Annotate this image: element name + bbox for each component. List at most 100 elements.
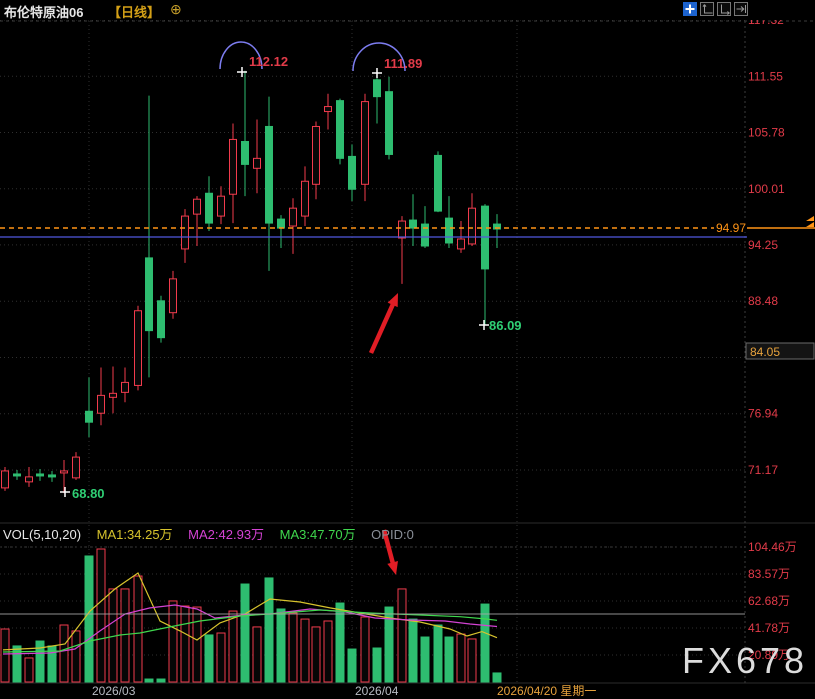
volume-bar[interactable] [192,606,202,683]
candle-body[interactable] [217,195,225,217]
volume-bar[interactable] [444,636,454,683]
drawn-arrow-annotation[interactable] [381,529,396,567]
volume-ma2-line [2,604,498,655]
volume-bar[interactable] [323,620,333,683]
volume-bar[interactable] [24,657,34,683]
volume-bar[interactable] [360,616,370,683]
candle-body[interactable] [253,157,261,169]
volume-bar[interactable] [397,588,407,683]
volume-bar[interactable] [456,633,466,683]
vol-ma3-label: MA3:47.70万 [279,527,356,542]
volume-bar[interactable] [71,630,81,683]
candle-body[interactable] [109,392,117,398]
candle-body[interactable] [134,310,142,386]
candle-body[interactable] [265,125,273,224]
volume-bar[interactable] [252,626,262,683]
candle-body[interactable] [145,257,153,332]
volume-bar[interactable] [204,634,214,683]
volume-bar[interactable] [84,555,94,683]
candle-body[interactable] [241,140,249,165]
volume-bar[interactable] [12,645,22,683]
candle-body[interactable] [229,138,237,195]
candle-body[interactable] [409,219,417,229]
candle-body[interactable] [468,207,476,245]
add-marker-icon[interactable]: ⊕ [170,1,182,17]
volume-bar[interactable] [120,588,130,683]
candle-body[interactable] [193,198,201,215]
y-axis-scale-icon[interactable] [700,2,714,16]
volume-bar[interactable] [156,678,166,683]
volume-bar[interactable] [0,628,10,683]
candle-body[interactable] [301,180,309,217]
candle-body[interactable] [169,278,177,314]
volume-bar[interactable] [228,610,238,683]
volume-bar[interactable] [420,636,430,683]
candle-body[interactable] [1,470,9,489]
candle-body[interactable] [97,394,105,414]
candle-body[interactable] [25,476,33,483]
candle-body[interactable] [457,238,465,250]
volume-bar[interactable] [372,647,382,683]
candle-body[interactable] [348,155,356,190]
volume-bar[interactable] [492,672,502,683]
candle-body[interactable] [85,410,93,423]
volume-bar[interactable] [467,638,477,683]
volume-bar[interactable] [240,583,250,683]
volume-bar[interactable] [168,600,178,683]
candle-body[interactable] [13,473,21,477]
candle-body[interactable] [385,91,393,155]
volume-bar[interactable] [311,626,321,683]
price-annotation-label: 112.12 [249,54,288,69]
candle-body[interactable] [434,154,442,212]
candle-body[interactable] [445,217,453,244]
crosshair-icon[interactable] [683,2,697,16]
volume-bar[interactable] [300,618,310,683]
volume-bar[interactable] [480,603,490,683]
volume-bar[interactable] [264,577,274,683]
candle-body[interactable] [373,79,381,98]
drawn-arc-annotation[interactable] [219,41,263,70]
volume-bar[interactable] [347,648,357,683]
volume-bar[interactable] [288,612,298,683]
volume-bar[interactable] [335,602,345,683]
volume-bar[interactable] [96,548,106,683]
candle-body[interactable] [277,218,285,229]
volume-bar[interactable] [276,608,286,683]
candle-body[interactable] [36,473,44,477]
candle-body[interactable] [324,106,332,113]
candle-body[interactable] [48,474,56,478]
candle-body[interactable] [336,100,344,159]
candle-body[interactable] [181,215,189,250]
volume-bar[interactable] [35,640,45,683]
candle-body[interactable] [421,223,429,247]
drawn-arrow-annotation[interactable] [368,300,397,354]
volume-bar[interactable] [180,605,190,683]
drawn-arc-annotation[interactable] [352,42,406,72]
volume-bar[interactable] [144,678,154,683]
candle-body[interactable] [493,223,501,230]
candle-body[interactable] [398,220,406,239]
volume-bar[interactable] [408,618,418,683]
volume-bar[interactable] [133,575,143,683]
candle-body[interactable] [205,192,213,224]
opid-label: OPID:0 [371,527,414,542]
x-axis-scale-icon[interactable] [717,2,731,16]
volume-bar[interactable] [216,632,226,683]
candle-body[interactable] [157,300,165,339]
candle-body[interactable] [312,125,320,185]
candle-body[interactable] [289,207,297,227]
pan-right-icon[interactable] [734,2,748,16]
last-price-label: 94.97 [716,221,746,235]
volume-bar[interactable] [59,624,69,683]
volume-axis-label: 83.57万 [748,567,790,581]
candle-body[interactable] [60,470,68,474]
month-label: 2026/04 [355,684,399,698]
candle-body[interactable] [361,101,369,185]
volume-bar[interactable] [384,606,394,683]
volume-bar[interactable] [433,624,443,683]
candle-body[interactable] [72,456,80,479]
drawn-arrow-head[interactable] [387,293,398,308]
candle-body[interactable] [121,381,129,393]
drawn-arrow-head[interactable] [387,561,398,575]
